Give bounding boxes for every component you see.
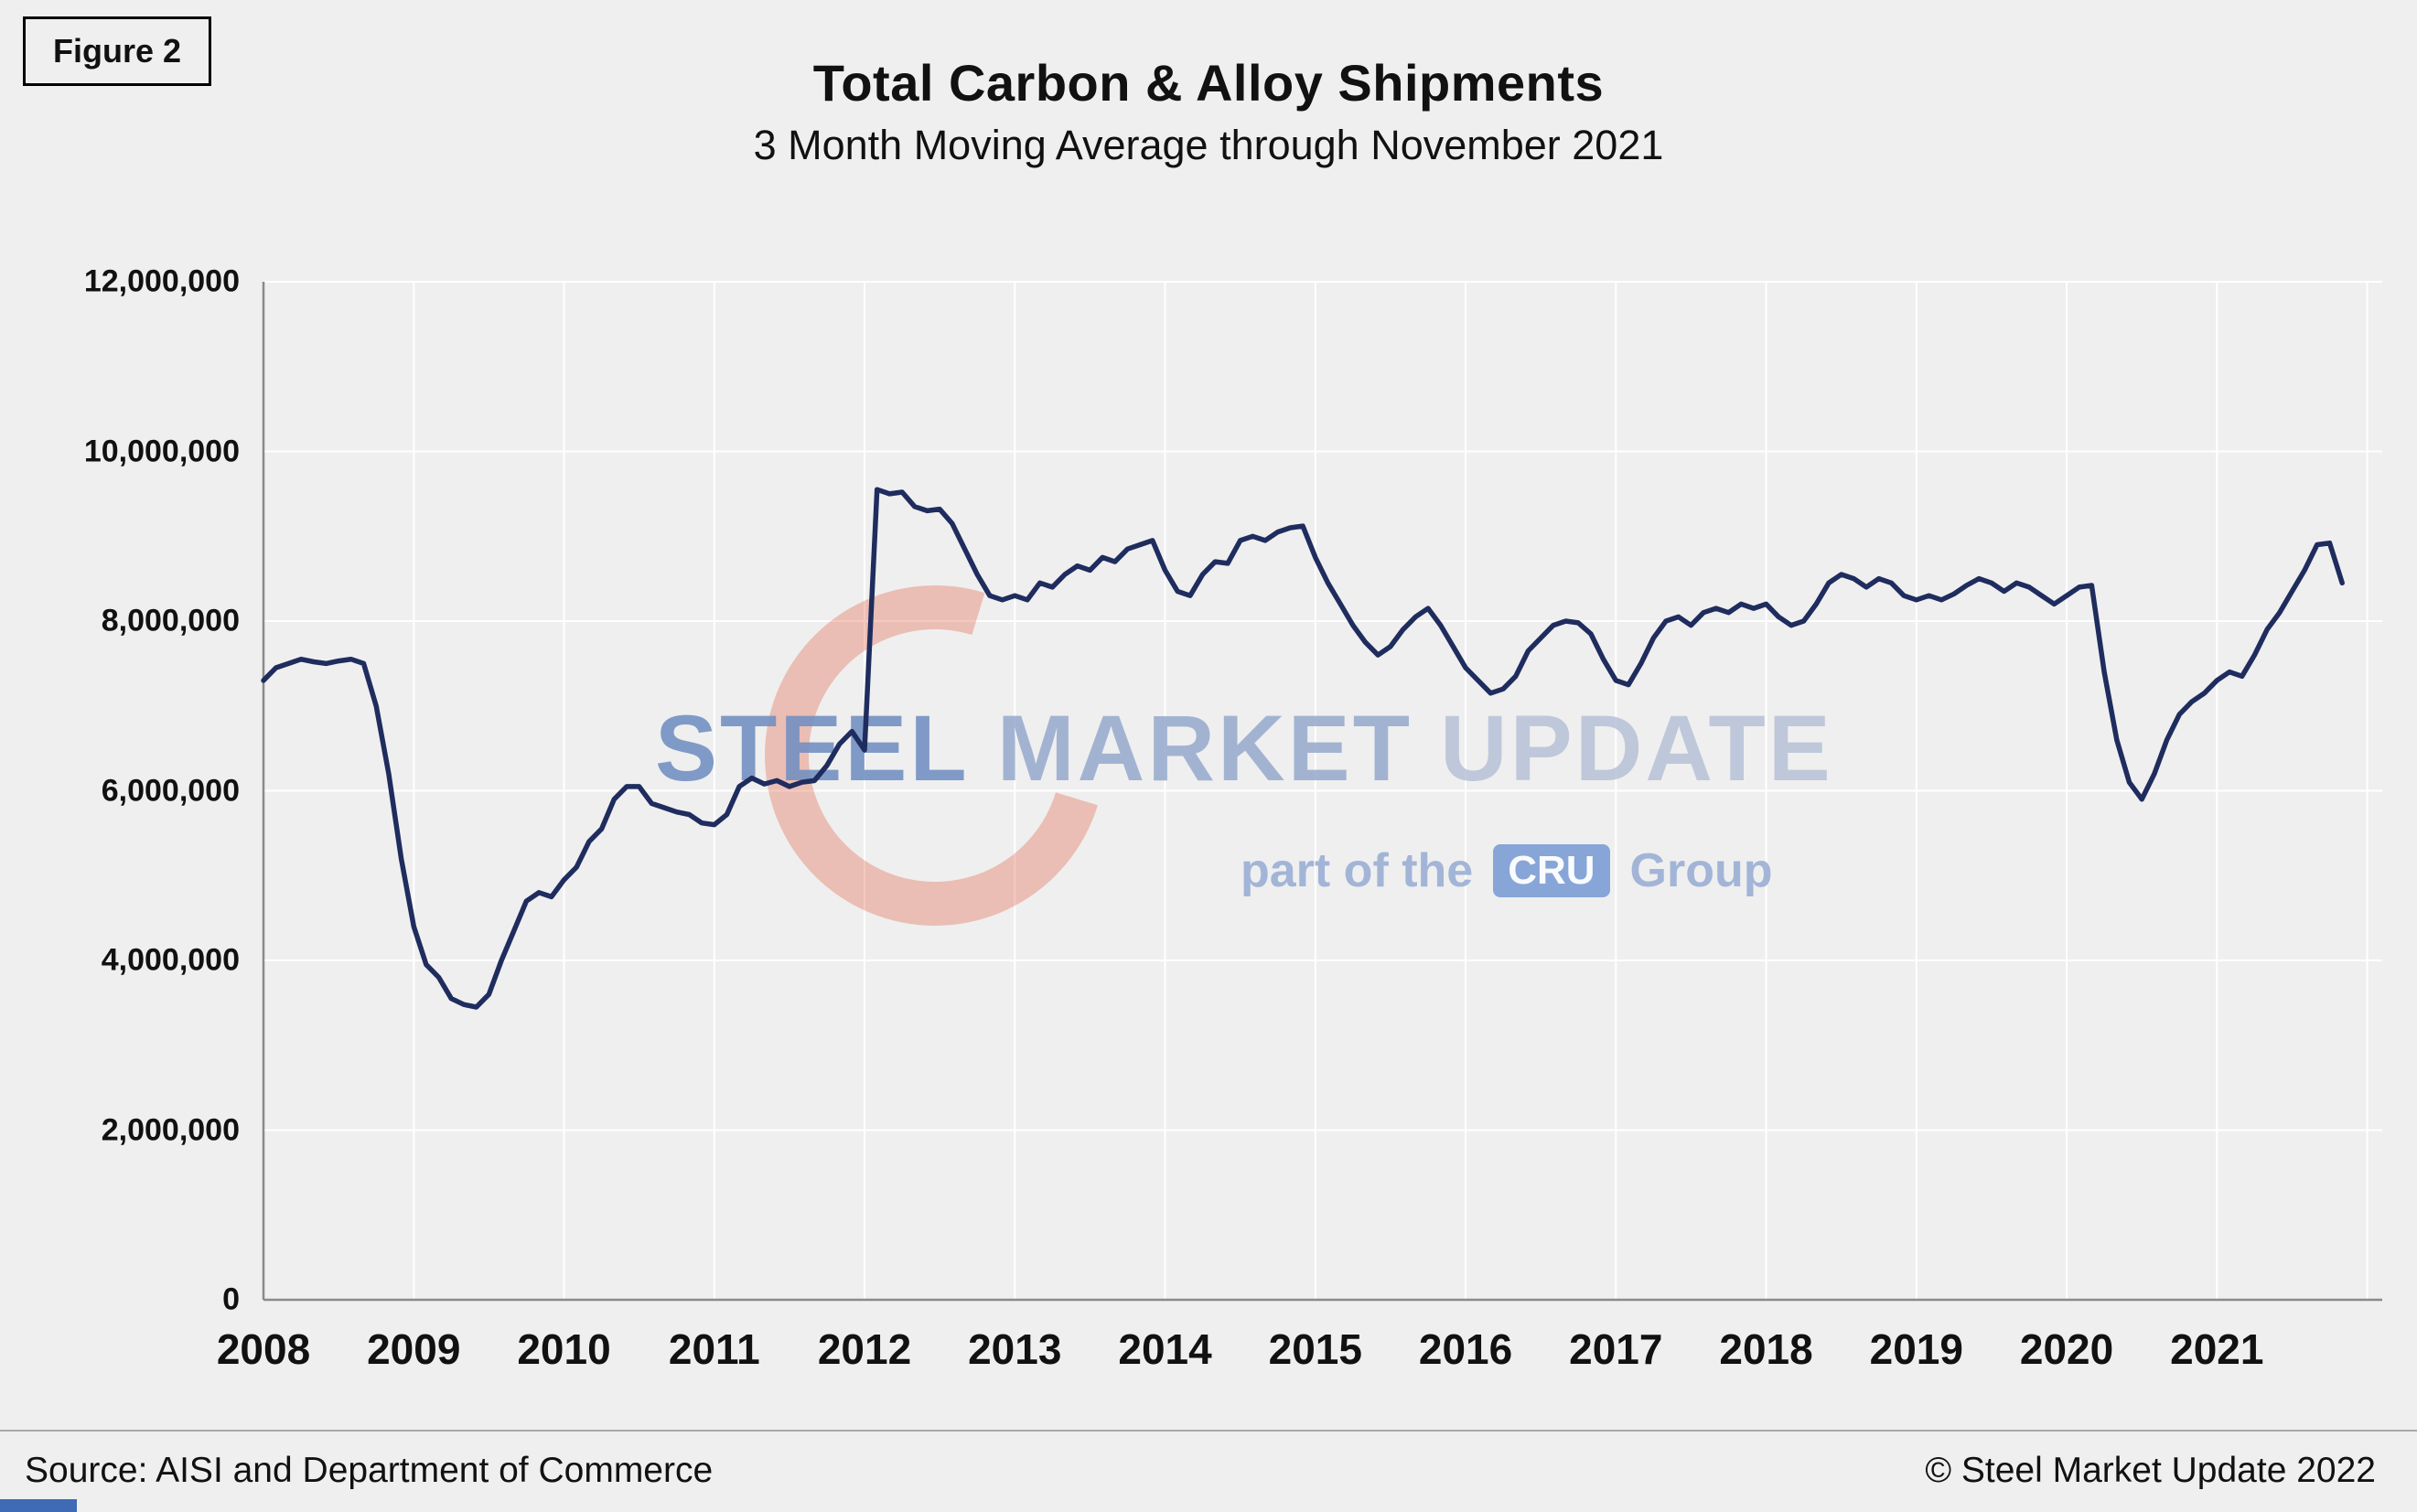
y-tick-label: 8,000,000 — [101, 603, 240, 638]
x-tick-label: 2011 — [668, 1325, 760, 1373]
x-tick-label: 2015 — [1268, 1325, 1362, 1373]
x-tick-label: 2012 — [817, 1325, 912, 1373]
bottom-accent-bar — [0, 1499, 77, 1512]
x-tick-label: 2010 — [517, 1325, 611, 1373]
y-tick-label: 4,000,000 — [101, 942, 240, 978]
x-tick-label: 2008 — [216, 1325, 311, 1373]
chart-title: Total Carbon & Alloy Shipments — [812, 54, 1605, 112]
y-axis-labels: 0 2,000,000 4,000,000 6,000,000 8,000,000 10,… — [0, 264, 240, 1317]
y-tick-label: 2,000,000 — [101, 1112, 240, 1147]
x-tick-label: 2009 — [367, 1325, 461, 1373]
x-tick-label: 2021 — [2170, 1325, 2264, 1373]
footer-divider — [0, 1430, 2417, 1432]
shipments-line — [261, 487, 2345, 1010]
y-tick-label: 6,000,000 — [101, 773, 240, 808]
chart-series — [261, 487, 2345, 1010]
figure-label: Figure 2 — [23, 16, 212, 86]
chart-subtitle: 3 Month Moving Average through November … — [753, 122, 1664, 168]
y-tick-label: 0 — [222, 1281, 240, 1317]
x-tick-label: 2020 — [2019, 1325, 2114, 1373]
x-tick-label: 2014 — [1118, 1325, 1212, 1373]
x-tick-label: 2019 — [1869, 1325, 1963, 1373]
x-axis-labels: 2008 2009 2010 2011 2012 2013 2014 2015 2016 2017… — [217, 1324, 2382, 1389]
source-note: Source: AISI and Department of Commerce — [25, 1451, 714, 1490]
x-tick-label: 2017 — [1569, 1325, 1663, 1373]
x-tick-label: 2013 — [968, 1325, 1062, 1373]
x-tick-label: 2018 — [1719, 1325, 1813, 1373]
chart-header: Total Carbon & Alloy Shipments 3 Month M… — [0, 53, 2417, 169]
line-chart — [261, 281, 2382, 1302]
y-tick-label: 12,000,000 — [83, 263, 240, 299]
chart-gridlines — [262, 281, 2382, 1302]
copyright-note: © Steel Market Update 2022 — [1925, 1451, 2376, 1490]
x-tick-label: 2016 — [1418, 1325, 1513, 1373]
y-tick-label: 10,000,000 — [83, 434, 240, 468]
